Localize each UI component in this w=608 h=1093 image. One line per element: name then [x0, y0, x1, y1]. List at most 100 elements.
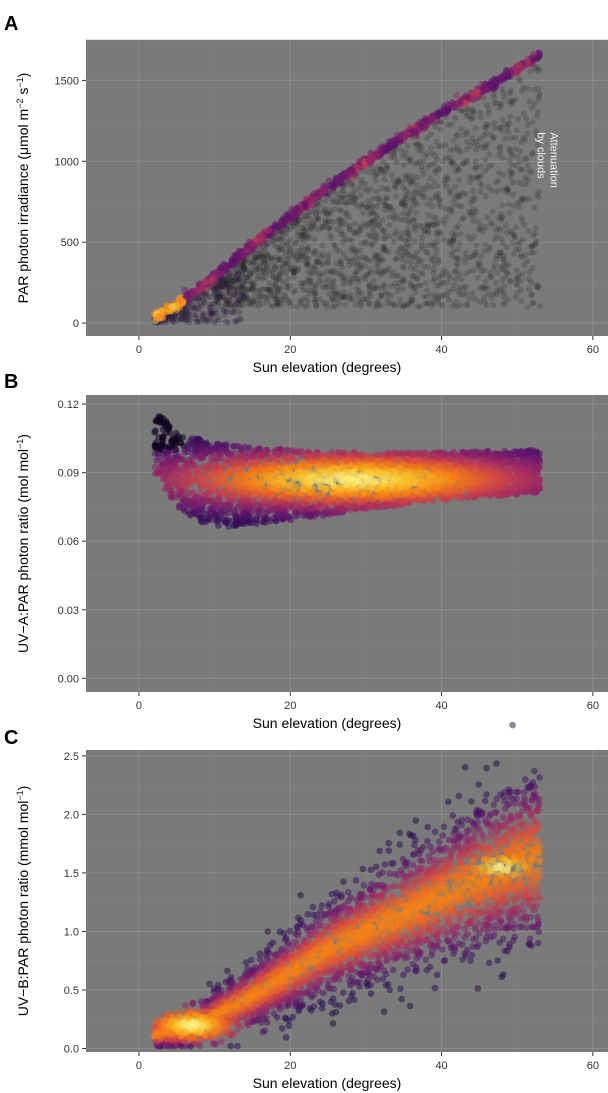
data-point [513, 127, 520, 134]
data-point [331, 241, 338, 248]
data-point [440, 291, 447, 298]
data-point [380, 247, 387, 254]
data-point [379, 257, 385, 264]
data-point [155, 313, 163, 320]
data-point [357, 192, 364, 199]
data-point [439, 279, 446, 286]
data-point [235, 277, 242, 284]
data-point [394, 213, 400, 220]
data-point [342, 236, 349, 243]
data-point [439, 217, 446, 224]
data-point [270, 261, 277, 268]
data-point [504, 73, 512, 81]
data-point [196, 318, 203, 325]
data-point [275, 275, 282, 282]
data-point [518, 297, 525, 304]
data-point [248, 270, 255, 276]
data-point [434, 221, 440, 228]
data-point [372, 177, 379, 184]
data-point [469, 96, 477, 103]
data-point [319, 283, 326, 290]
annotation-line: Attenuation [548, 132, 560, 188]
data-point [307, 270, 314, 277]
data-point [500, 301, 507, 308]
data-point [300, 234, 306, 241]
data-point [527, 250, 534, 256]
data-point [362, 185, 369, 192]
data-point [523, 181, 529, 188]
data-point [487, 132, 494, 138]
data-point [420, 158, 427, 165]
data-point [524, 130, 531, 137]
data-point [471, 233, 478, 240]
data-point [451, 281, 458, 288]
data-point [335, 301, 342, 308]
data-point [305, 209, 312, 216]
data-point [530, 232, 537, 239]
data-point [372, 223, 379, 229]
data-point [447, 147, 454, 153]
data-point [440, 158, 447, 164]
data-point [230, 291, 237, 298]
data-point [343, 221, 350, 228]
data-point [376, 195, 383, 202]
data-point [278, 296, 285, 302]
data-point [362, 296, 369, 302]
data-point [513, 280, 520, 287]
data-point [240, 264, 247, 271]
data-point [460, 285, 467, 292]
data-point [235, 270, 242, 277]
data-point [524, 122, 531, 128]
data-point [492, 256, 499, 263]
data-point [347, 226, 353, 233]
data-point [406, 189, 413, 196]
data-point [497, 211, 504, 218]
data-point [425, 223, 431, 229]
data-point [213, 268, 221, 276]
data-point [277, 244, 283, 251]
data-point [525, 228, 532, 234]
data-point [277, 271, 283, 278]
data-point [526, 195, 533, 202]
data-point [517, 198, 524, 205]
data-point [168, 494, 176, 501]
data-point [405, 232, 412, 239]
data-point [323, 210, 330, 217]
data-point [315, 217, 322, 224]
data-point [518, 277, 525, 284]
data-point [395, 176, 402, 183]
data-point [411, 266, 418, 272]
data-point [531, 100, 538, 107]
data-point [486, 244, 493, 251]
data-point [528, 279, 535, 286]
data-point [474, 274, 481, 281]
data-point [491, 265, 498, 272]
data-point [390, 301, 397, 308]
data-point [405, 172, 412, 179]
data-point [520, 84, 527, 91]
data-point [390, 269, 397, 276]
data-point [321, 223, 328, 230]
data-point [430, 214, 437, 221]
data-point [430, 269, 437, 276]
data-point [399, 179, 405, 186]
data-point [319, 242, 326, 249]
data-point [471, 252, 478, 259]
data-point [353, 285, 360, 292]
data-point [361, 273, 367, 280]
data-point [421, 194, 428, 201]
data-point [463, 159, 470, 165]
data-point [514, 289, 521, 296]
data-point [507, 101, 514, 108]
data-point [412, 141, 419, 148]
data-point [313, 258, 320, 265]
data-point [534, 284, 541, 290]
data-point [290, 289, 297, 296]
data-point [282, 248, 289, 255]
data-point [499, 116, 506, 123]
data-point [351, 246, 358, 253]
data-point [436, 196, 443, 203]
data-point [265, 279, 272, 286]
data-point [304, 256, 310, 263]
data-point [414, 275, 421, 282]
